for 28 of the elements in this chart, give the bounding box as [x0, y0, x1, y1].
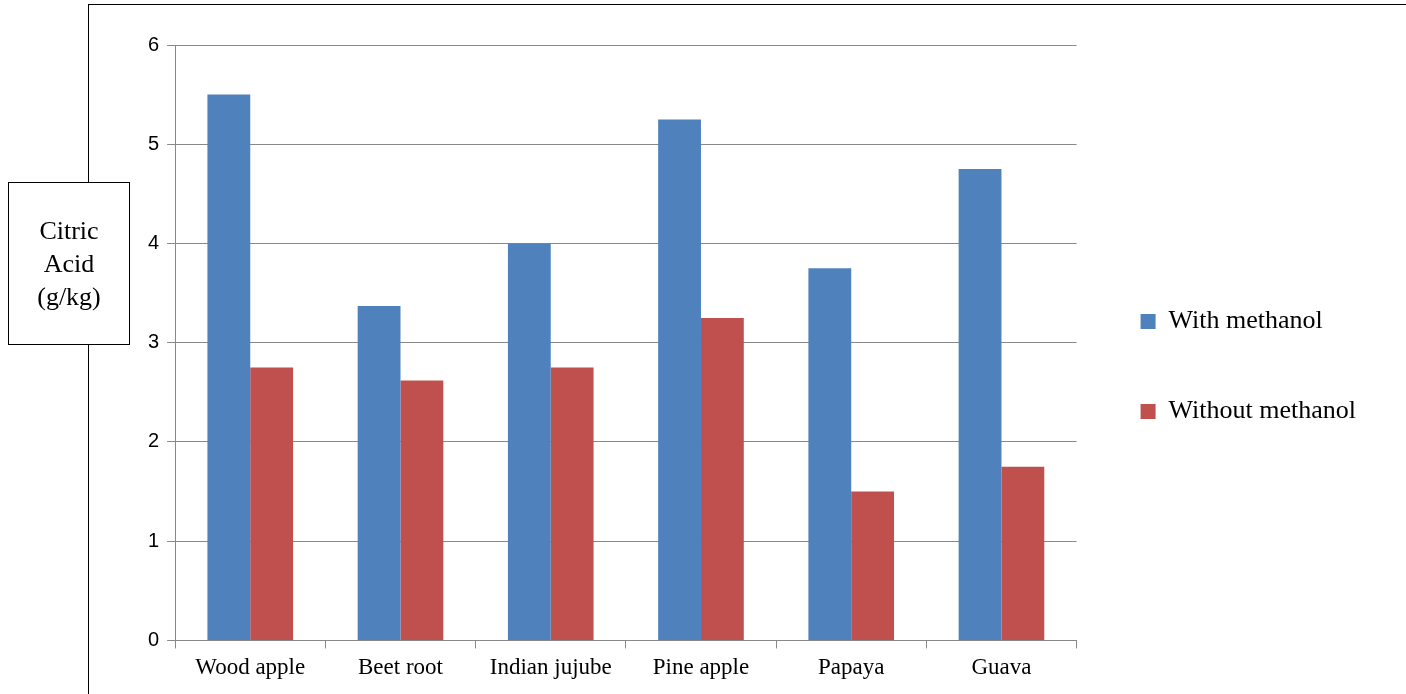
bar — [400, 380, 444, 640]
bar — [357, 305, 401, 640]
x-tick-label: Indian jujube — [489, 654, 612, 680]
x-tick-label: Beet root — [358, 654, 444, 680]
bar — [250, 367, 294, 640]
bar — [658, 119, 701, 640]
bar — [507, 243, 551, 640]
y-tick-label: 2 — [148, 429, 160, 452]
legend-label: Without methanol — [1168, 395, 1356, 425]
x-tick-label: Pine apple — [652, 654, 750, 680]
x-tick-label: Wood apple — [195, 654, 306, 680]
y-tick-label: 1 — [148, 528, 160, 551]
bar — [958, 169, 1002, 640]
y-tick-label: 6 — [148, 32, 160, 55]
bar — [550, 367, 594, 640]
bar — [851, 491, 895, 640]
bar — [808, 268, 852, 640]
bar — [207, 94, 251, 640]
bar — [700, 317, 744, 640]
y-tick-label: 3 — [148, 330, 160, 353]
y-axis-title: Citric Acid (g/kg) — [8, 182, 130, 345]
x-tick-label: Papaya — [818, 654, 885, 680]
y-tick-label: 0 — [148, 627, 160, 650]
bar — [1001, 466, 1045, 640]
legend-label: With methanol — [1168, 305, 1323, 335]
y-tick-label: 4 — [148, 230, 160, 253]
x-tick-label: Guava — [971, 654, 1032, 680]
y-tick-label: 5 — [148, 131, 160, 154]
